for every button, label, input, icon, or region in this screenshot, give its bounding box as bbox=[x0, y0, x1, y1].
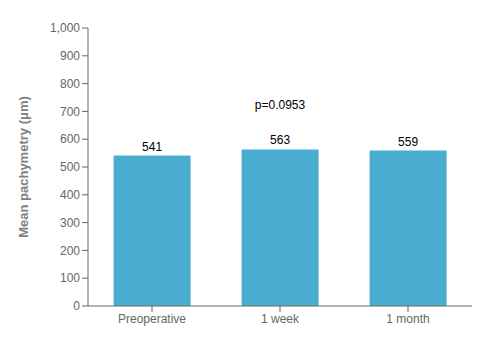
svg-text:200: 200 bbox=[60, 244, 80, 258]
svg-text:1,000: 1,000 bbox=[50, 21, 80, 35]
svg-text:1 week: 1 week bbox=[261, 312, 300, 326]
svg-text:700: 700 bbox=[60, 105, 80, 119]
svg-text:400: 400 bbox=[60, 188, 80, 202]
svg-text:800: 800 bbox=[60, 77, 80, 91]
svg-text:p=0.0953: p=0.0953 bbox=[255, 98, 306, 112]
svg-text:300: 300 bbox=[60, 216, 80, 230]
svg-text:600: 600 bbox=[60, 132, 80, 146]
svg-text:900: 900 bbox=[60, 49, 80, 63]
svg-text:500: 500 bbox=[60, 160, 80, 174]
svg-text:563: 563 bbox=[270, 133, 290, 147]
svg-text:541: 541 bbox=[142, 140, 162, 154]
svg-text:100: 100 bbox=[60, 271, 80, 285]
svg-text:Mean pachymetry (μm): Mean pachymetry (μm) bbox=[16, 96, 31, 238]
svg-text:1 month: 1 month bbox=[386, 312, 429, 326]
svg-text:0: 0 bbox=[73, 299, 80, 313]
svg-text:559: 559 bbox=[398, 135, 418, 149]
svg-text:Preoperative: Preoperative bbox=[118, 312, 186, 326]
